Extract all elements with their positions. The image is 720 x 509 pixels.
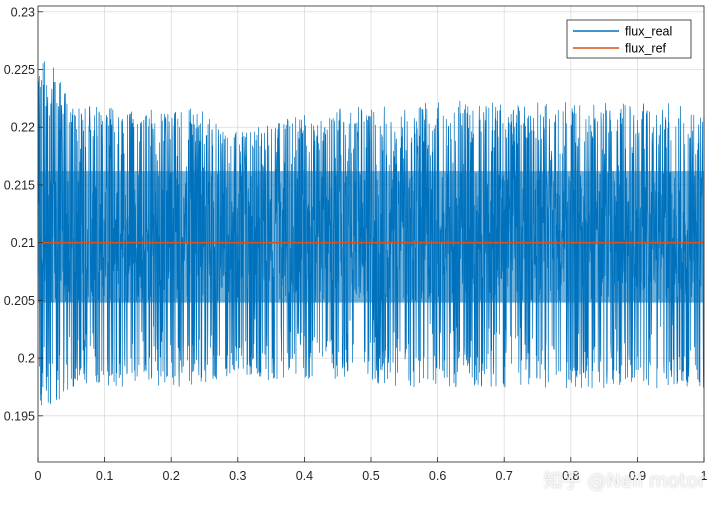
x-tick-label: 0.1 — [96, 469, 113, 483]
x-tick-label: 0.6 — [429, 469, 446, 483]
y-axis-ticks: 0.195 0.2 0.205 0.21 0.215 0.22 0.225 0.23 — [4, 5, 43, 423]
y-tick-label: 0.2 — [18, 352, 35, 366]
legend-box — [566, 19, 692, 59]
y-tick-label: 0.215 — [4, 178, 35, 192]
x-tick-label: 0.7 — [496, 469, 513, 483]
legend-label-flux-ref: flux_ref — [625, 42, 667, 56]
watermark-text: 知乎 @Neil motor — [543, 470, 706, 492]
x-tick-label: 0 — [35, 469, 42, 483]
x-tick-label: 0.9 — [629, 469, 646, 483]
x-tick-label: 1 — [701, 469, 708, 483]
legend-label-flux-real: flux_real — [625, 25, 672, 39]
legend: flux_real flux_ref — [566, 19, 692, 59]
y-tick-label: 0.205 — [4, 294, 35, 308]
y-tick-label: 0.23 — [11, 5, 35, 19]
x-axis-ticks: 0 0.1 0.2 0.3 0.4 0.5 0.6 0.7 0.8 0.9 1 — [35, 457, 708, 483]
y-tick-label: 0.225 — [4, 63, 35, 77]
y-tick-label: 0.21 — [11, 236, 35, 250]
y-tick-label: 0.195 — [4, 409, 35, 423]
x-tick-label: 0.2 — [163, 469, 180, 483]
y-tick-label: 0.22 — [11, 121, 35, 135]
x-tick-label: 0.3 — [229, 469, 246, 483]
x-tick-label: 0.8 — [562, 469, 579, 483]
flux-real-dense-band — [38, 171, 704, 303]
x-tick-label: 0.5 — [362, 469, 379, 483]
x-tick-label: 0.4 — [296, 469, 313, 483]
